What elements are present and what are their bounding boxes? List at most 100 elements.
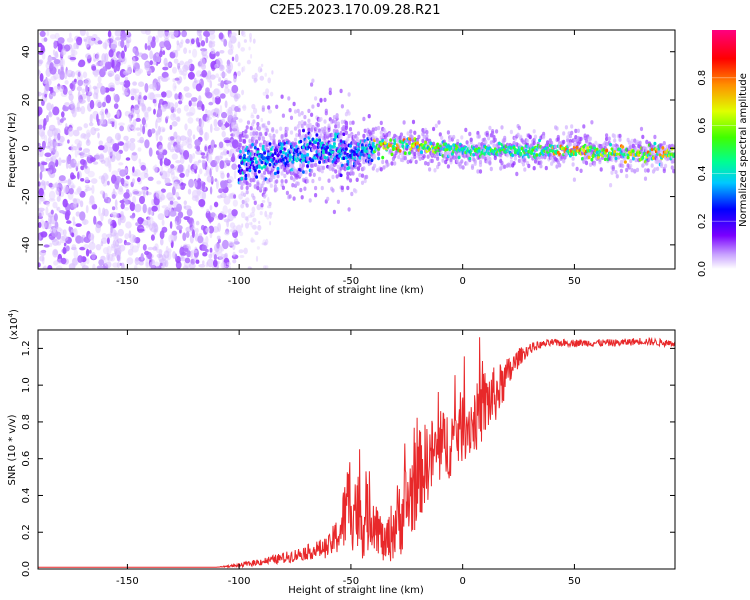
spectrogram-cell bbox=[88, 122, 94, 127]
spectrogram-cell bbox=[95, 224, 101, 234]
spectrogram-cell bbox=[332, 128, 336, 134]
spectrogram-cell bbox=[631, 149, 635, 153]
spectrogram-cell bbox=[605, 148, 609, 153]
spectrogram-cell bbox=[373, 153, 377, 158]
spectrogram-cell bbox=[613, 150, 617, 154]
spectrogram-cell bbox=[77, 71, 81, 78]
spectrogram-cell bbox=[627, 140, 632, 145]
spectrogram-cell bbox=[174, 102, 179, 108]
spectrogram-cell bbox=[162, 50, 166, 55]
spectrogram-cell bbox=[204, 131, 208, 142]
spectrogram-cell bbox=[590, 157, 594, 162]
spectrogram-cell bbox=[107, 30, 112, 38]
spectrogram-cell bbox=[626, 155, 630, 160]
spectrogram-cell bbox=[113, 248, 117, 255]
spectrogram-cell bbox=[252, 195, 256, 201]
spectrogram-cell bbox=[49, 236, 55, 240]
spectrogram-cell bbox=[188, 49, 191, 54]
spectrogram-cell bbox=[141, 53, 149, 60]
spectrogram-cell bbox=[225, 68, 232, 73]
spectrogram-cell bbox=[195, 80, 198, 84]
spectrogram-cell bbox=[70, 49, 78, 56]
spectrogram-cell bbox=[68, 226, 72, 233]
spectrogram-cell bbox=[407, 140, 412, 145]
colorbar: 0.0 0.2 0.4 0.6 0.8 Normalized spectral ampl… bbox=[697, 30, 749, 277]
spectrogram-cell bbox=[464, 127, 468, 133]
snr-y-tick-label: 1.0 bbox=[21, 377, 32, 393]
spectrogram-cell bbox=[45, 157, 50, 162]
spectrogram-cell bbox=[653, 167, 657, 172]
spectrogram-cell bbox=[173, 58, 179, 64]
spectrogram-cell bbox=[153, 164, 158, 174]
spectrogram-cell bbox=[609, 142, 613, 147]
spectrogram-cell bbox=[181, 30, 188, 38]
spectrogram-cell bbox=[176, 40, 180, 46]
spectrogram-cell bbox=[253, 77, 258, 82]
spectrogram-cell bbox=[275, 104, 279, 110]
spectrogram-cell bbox=[95, 153, 100, 160]
spectrogram-cell bbox=[208, 101, 214, 106]
spectrogram-cell bbox=[45, 206, 49, 216]
spectrogram-cell bbox=[198, 264, 206, 268]
snr-x-tick-label: 0 bbox=[459, 576, 465, 587]
spectrogram-cell bbox=[319, 130, 323, 135]
spectrogram-cell bbox=[613, 138, 617, 143]
spectrogram-cell bbox=[208, 42, 216, 48]
snr-x-ticks: -150 -100 -50 0 50 bbox=[116, 330, 581, 587]
spectrogram-cell bbox=[301, 134, 306, 139]
spectrogram-cell bbox=[117, 58, 121, 63]
spectrogram-cell bbox=[308, 122, 312, 128]
spectrogram-cell bbox=[79, 200, 84, 208]
spectrogram-cell bbox=[590, 120, 594, 125]
spectrogram-cell bbox=[163, 57, 168, 67]
spectrogram-x-tick-label: 50 bbox=[568, 276, 581, 287]
spectrogram-cell bbox=[46, 181, 50, 186]
spectrogram-cell bbox=[208, 253, 213, 259]
spectrogram-cell bbox=[151, 128, 156, 134]
spectrogram-cell bbox=[209, 168, 212, 178]
spectrogram-cell bbox=[296, 181, 300, 186]
spectrogram-cell bbox=[100, 241, 104, 247]
spectrogram-cell bbox=[373, 163, 377, 168]
spectrogram-cell bbox=[64, 80, 69, 85]
spectrogram-cell bbox=[221, 130, 226, 138]
spectrogram-cell bbox=[344, 144, 348, 149]
spectrogram-cell bbox=[174, 49, 179, 58]
spectrogram-cell bbox=[97, 132, 100, 139]
spectrogram-cell bbox=[629, 163, 633, 169]
spectrogram-cell bbox=[92, 263, 96, 269]
spectrogram-cell bbox=[339, 139, 343, 143]
snr-frame bbox=[37, 329, 676, 570]
snr-x-axis-label: Height of straight line (km) bbox=[288, 585, 424, 596]
spectrogram-cell bbox=[220, 80, 225, 89]
spectrogram-cell bbox=[281, 113, 285, 118]
spectrogram-cell bbox=[660, 163, 664, 169]
colorbar-ticks: 0.0 0.2 0.4 0.6 0.8 bbox=[697, 70, 736, 277]
spectrogram-cell bbox=[267, 196, 270, 203]
spectrogram-cell bbox=[143, 95, 148, 101]
spectrogram-cell bbox=[53, 40, 58, 49]
spectrogram-cell bbox=[528, 134, 532, 140]
spectrogram-cell bbox=[268, 142, 272, 146]
spectrogram-cell bbox=[180, 39, 184, 45]
spectrogram-cell bbox=[215, 179, 219, 190]
spectrogram-cell bbox=[76, 126, 83, 131]
spectrogram-cell bbox=[188, 178, 195, 188]
spectrogram-cell bbox=[253, 107, 258, 115]
spectrogram-cell bbox=[182, 265, 189, 269]
spectrogram-cell bbox=[477, 149, 481, 153]
spectrogram-cell bbox=[195, 259, 200, 264]
spectrogram-cell bbox=[231, 56, 235, 62]
spectrogram-cell bbox=[666, 156, 670, 161]
spectrogram-cell bbox=[323, 119, 327, 124]
spectrogram-cell bbox=[478, 159, 483, 165]
colorbar-tick-label: 0.6 bbox=[697, 118, 708, 134]
spectrogram-cell bbox=[474, 144, 479, 149]
spectrogram-cell bbox=[171, 153, 178, 160]
spectrogram-cell bbox=[291, 183, 295, 188]
spectrogram-cell bbox=[261, 123, 265, 128]
spectrogram-cell bbox=[208, 225, 215, 234]
spectrogram-cell bbox=[233, 75, 237, 83]
spectrogram-cell bbox=[57, 206, 61, 212]
spectrogram-cell bbox=[280, 154, 284, 159]
